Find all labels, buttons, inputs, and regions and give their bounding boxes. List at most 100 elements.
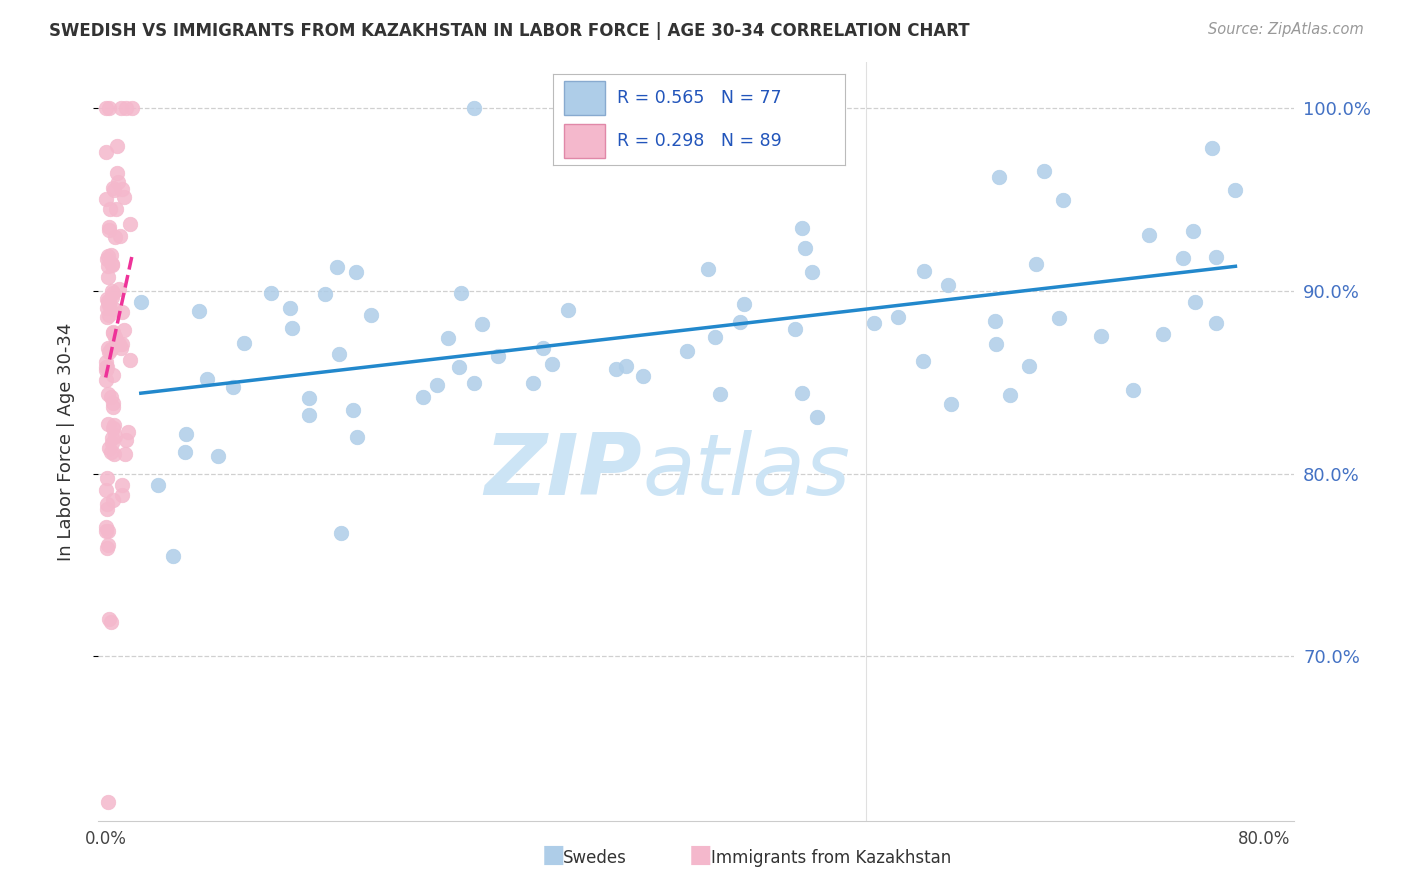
Point [115, 101, 138, 115]
Point [1201, 141, 1223, 155]
Point [110, 101, 132, 115]
Point [98, 441, 121, 455]
Point [94, 192, 117, 206]
Text: SWEDISH VS IMMIGRANTS FROM KAZAKHSTAN IN LABOR FORCE | AGE 30-34 CORRELATION CHA: SWEDISH VS IMMIGRANTS FROM KAZAKHSTAN IN… [49, 22, 970, 40]
Point [1184, 294, 1206, 309]
Point [96, 541, 118, 556]
Point [195, 372, 218, 386]
Point [94, 101, 117, 115]
Point [728, 314, 751, 328]
Point [437, 331, 460, 345]
Point [97, 294, 120, 309]
Point [96, 360, 118, 375]
Text: Swedes: Swedes [562, 849, 626, 867]
Point [94, 520, 117, 534]
Point [103, 395, 125, 409]
Point [103, 447, 125, 461]
Point [801, 265, 824, 279]
Point [101, 368, 124, 382]
Point [97, 101, 120, 115]
Point [94, 355, 117, 369]
Point [114, 433, 136, 447]
Point [100, 248, 122, 262]
Point [1182, 224, 1205, 238]
Point [104, 202, 127, 217]
Point [449, 359, 471, 374]
Point [794, 241, 817, 255]
Point [98, 202, 121, 217]
Point [988, 169, 1011, 184]
Y-axis label: In Labor Force | Age 30-34: In Labor Force | Age 30-34 [56, 322, 75, 561]
Point [108, 336, 131, 351]
Point [97, 295, 120, 310]
Point [806, 410, 828, 425]
Text: atlas: atlas [643, 430, 851, 514]
Point [984, 314, 1007, 328]
Point [129, 295, 152, 310]
Point [101, 436, 124, 450]
Point [703, 330, 725, 344]
Point [111, 182, 134, 196]
Point [103, 418, 125, 433]
Point [96, 471, 118, 485]
Point [984, 337, 1007, 351]
Point [108, 229, 131, 244]
Point [97, 386, 120, 401]
Point [912, 354, 935, 368]
Point [522, 376, 544, 391]
Point [96, 483, 118, 497]
Point [260, 286, 283, 301]
Point [939, 397, 962, 411]
Point [188, 303, 211, 318]
Point [605, 362, 627, 376]
Point [112, 323, 135, 337]
Point [471, 318, 494, 332]
Point [326, 260, 349, 274]
Text: Source: ZipAtlas.com: Source: ZipAtlas.com [1208, 22, 1364, 37]
Point [207, 449, 229, 463]
Point [96, 252, 118, 266]
Point [101, 325, 124, 339]
Point [100, 257, 122, 271]
Point [97, 270, 120, 285]
Point [709, 386, 731, 401]
Point [96, 502, 118, 516]
Point [633, 368, 655, 383]
Point [1205, 250, 1227, 264]
Point [1000, 387, 1022, 401]
Point [103, 493, 125, 508]
Text: Immigrants from Kazakhstan: Immigrants from Kazakhstan [711, 849, 952, 867]
Point [100, 258, 122, 272]
Point [222, 380, 245, 394]
Point [100, 431, 122, 445]
Point [1205, 316, 1227, 330]
Text: ■: ■ [689, 843, 713, 867]
Point [936, 277, 959, 292]
Point [96, 292, 118, 306]
Point [101, 401, 124, 415]
Point [100, 615, 122, 630]
Point [450, 286, 472, 301]
Point [1052, 193, 1074, 207]
Point [105, 138, 128, 153]
Point [104, 429, 127, 443]
Point [103, 180, 125, 194]
Point [329, 525, 352, 540]
Point [328, 347, 350, 361]
Point [111, 478, 134, 492]
Point [118, 353, 141, 368]
Point [108, 282, 131, 296]
Point [96, 524, 118, 538]
Point [101, 286, 124, 301]
Point [96, 373, 118, 387]
Point [114, 447, 136, 461]
Point [463, 376, 485, 391]
Point [531, 341, 554, 355]
Point [110, 341, 132, 355]
Point [346, 430, 368, 444]
Point [1137, 227, 1160, 242]
Point [96, 301, 118, 315]
Point [100, 444, 122, 458]
Point [112, 189, 135, 203]
Point [1047, 310, 1070, 325]
